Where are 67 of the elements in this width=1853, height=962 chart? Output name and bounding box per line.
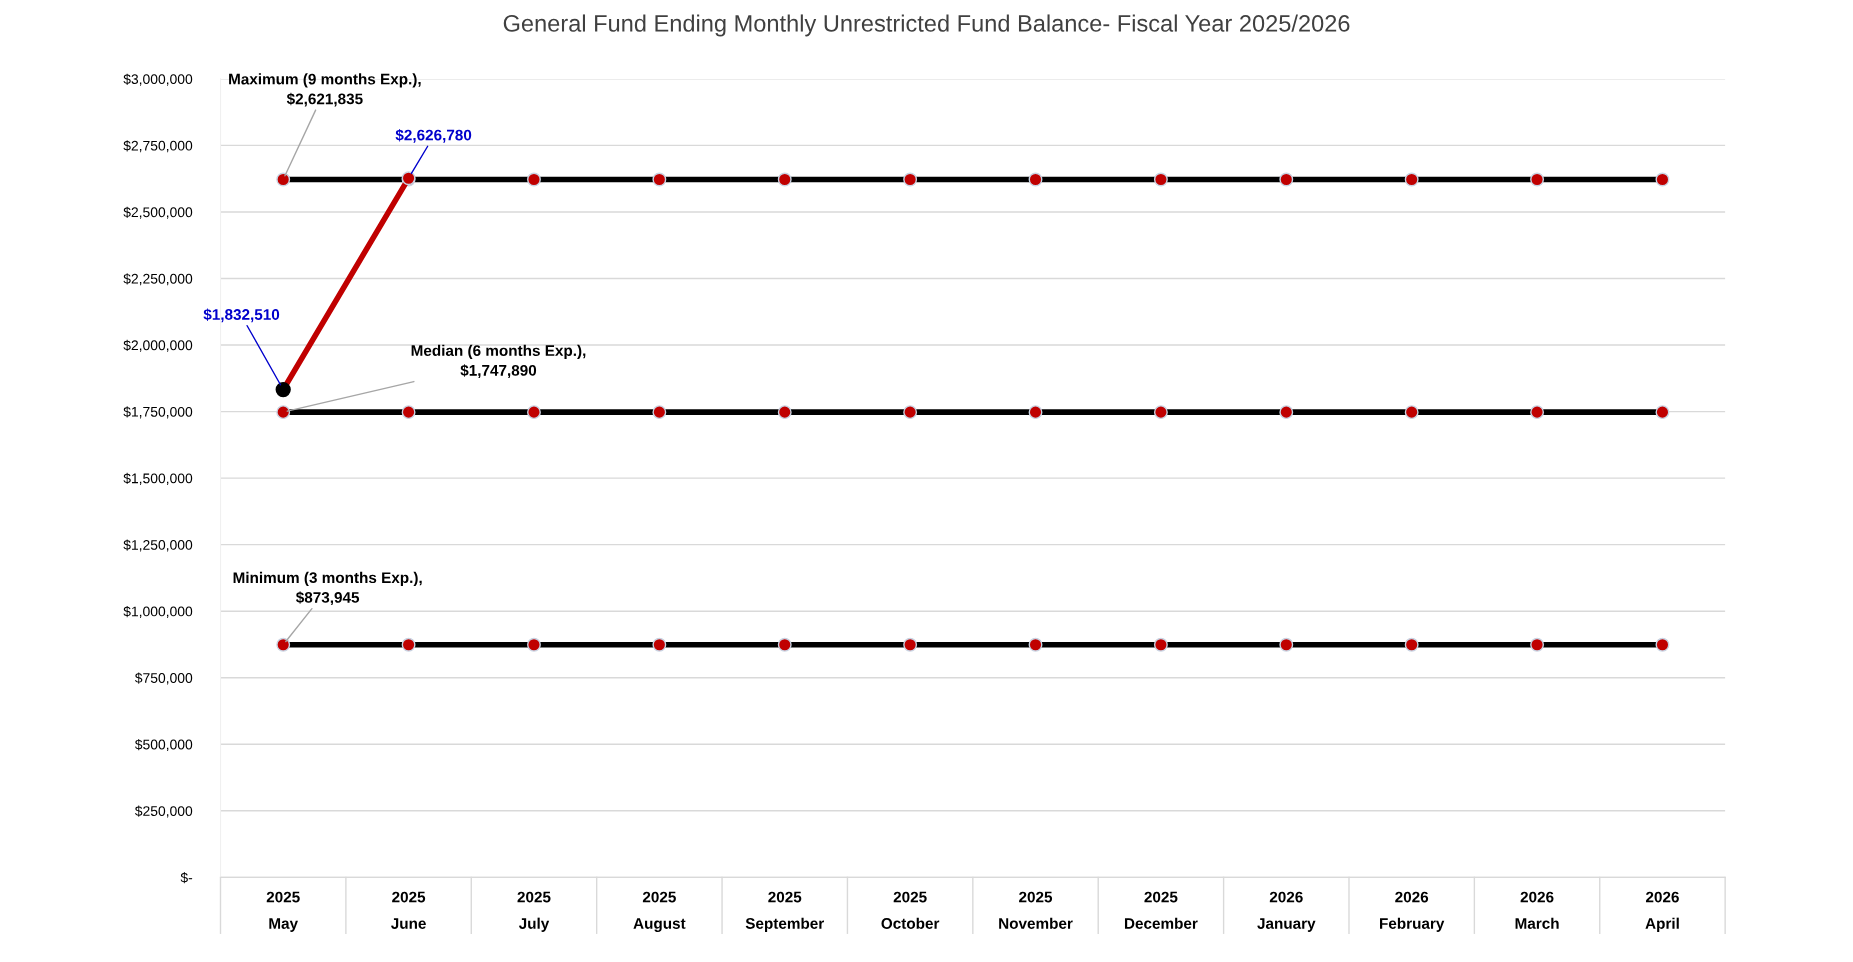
point bbox=[1655, 405, 1670, 420]
y-tick-label: $2,500,000 bbox=[123, 206, 193, 219]
point bbox=[1153, 637, 1168, 652]
point bbox=[275, 381, 291, 398]
y-tick-label: $- bbox=[180, 872, 193, 884]
point bbox=[777, 172, 792, 187]
point bbox=[276, 172, 291, 187]
point bbox=[777, 637, 792, 652]
point bbox=[1279, 637, 1294, 652]
data-label: $2,626,780 bbox=[395, 128, 472, 143]
y-tick-label: $750,000 bbox=[134, 672, 193, 685]
point bbox=[1530, 405, 1545, 420]
point bbox=[1153, 172, 1168, 187]
point bbox=[1028, 172, 1043, 187]
x-tick-label: 2026 March bbox=[1515, 891, 1559, 929]
chart-title: General Fund Ending Monthly Unrestricted Fund Balance- Fiscal Year 2025/2026 bbox=[503, 14, 1350, 37]
point bbox=[401, 405, 416, 420]
point bbox=[652, 172, 667, 187]
point bbox=[903, 637, 918, 652]
y-tick-label: $1,250,000 bbox=[123, 539, 193, 552]
y-tick-label: $250,000 bbox=[134, 805, 193, 818]
data-label: $1,832,510 bbox=[203, 308, 280, 323]
point bbox=[276, 637, 291, 652]
x-tick-label: 2026 April bbox=[1645, 891, 1679, 932]
point bbox=[1028, 637, 1043, 652]
y-tick-label: $2,250,000 bbox=[123, 273, 193, 286]
x-tick-label: 2025 September bbox=[745, 891, 824, 932]
point bbox=[1530, 637, 1545, 652]
point bbox=[903, 405, 918, 420]
annotation: Maximum (9 months Exp.), $2,621,835 bbox=[229, 73, 421, 107]
x-tick-label: 2026 February bbox=[1380, 891, 1445, 932]
point bbox=[527, 637, 541, 652]
point bbox=[777, 405, 792, 420]
point bbox=[1530, 172, 1545, 187]
point bbox=[1279, 405, 1294, 420]
point bbox=[1404, 637, 1419, 652]
point bbox=[903, 172, 918, 187]
point bbox=[276, 405, 291, 420]
y-tick-label: $1,750,000 bbox=[123, 406, 193, 419]
y-tick-label: $2,750,000 bbox=[123, 140, 193, 153]
point bbox=[527, 172, 541, 187]
point bbox=[1404, 172, 1419, 187]
x-tick-label: 2026 January bbox=[1257, 891, 1316, 932]
annotation: Median (6 months Exp.), $1,747,890 bbox=[411, 344, 586, 378]
x-tick-label: 2025 October bbox=[881, 891, 940, 929]
point bbox=[401, 637, 416, 652]
point bbox=[1655, 172, 1670, 187]
x-tick-label: 2025 December bbox=[1124, 891, 1198, 929]
x-tick-label: 2025 June bbox=[390, 891, 426, 929]
x-tick-label: 2025 November bbox=[999, 891, 1073, 929]
y-tick-label: $2,000,000 bbox=[123, 339, 193, 352]
y-tick-label: $1,000,000 bbox=[123, 605, 193, 618]
x-tick-label: 2025 August bbox=[633, 891, 686, 932]
y-tick-label: $500,000 bbox=[134, 739, 193, 752]
point bbox=[527, 405, 541, 420]
x-tick-label: 2025 May bbox=[266, 891, 300, 932]
point bbox=[1279, 172, 1294, 187]
point bbox=[652, 405, 667, 420]
point bbox=[1404, 405, 1419, 420]
y-tick-label: $1,500,000 bbox=[123, 472, 193, 485]
annotation: Minimum (3 months Exp.), $873,945 bbox=[233, 571, 422, 606]
y-tick-label: $3,000,000 bbox=[123, 73, 193, 86]
x-tick-label: 2025 July bbox=[517, 891, 551, 932]
point bbox=[1153, 405, 1168, 420]
point bbox=[652, 637, 667, 652]
point bbox=[1028, 405, 1043, 420]
point bbox=[1655, 637, 1670, 652]
